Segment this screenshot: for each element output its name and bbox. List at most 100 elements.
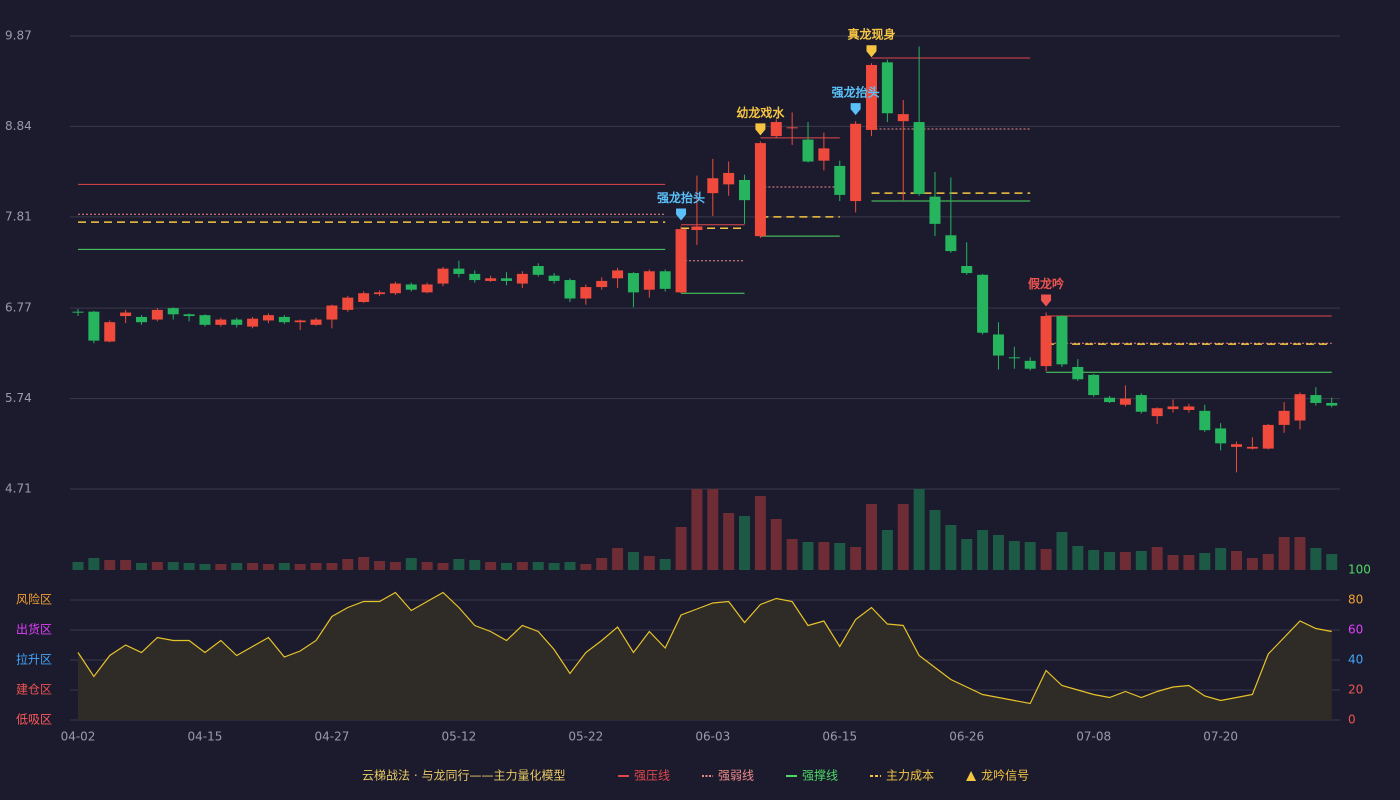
volume-bar xyxy=(754,496,766,570)
candle-body xyxy=(437,268,449,284)
candle-body xyxy=(580,287,592,299)
candle-body xyxy=(310,319,322,325)
volume-bar xyxy=(1008,541,1020,570)
candle-body xyxy=(1008,357,1020,359)
candle-body xyxy=(215,319,227,325)
volume-bar xyxy=(691,489,703,570)
volume-bar xyxy=(532,562,544,570)
volume-bar xyxy=(421,562,433,570)
volume-bar xyxy=(342,559,354,570)
candle-body xyxy=(596,280,608,288)
candle-body xyxy=(659,271,671,289)
volume-bar xyxy=(818,542,830,570)
candle-body xyxy=(374,292,386,295)
candle-body xyxy=(453,268,465,274)
signal-label: 幼龙戏水 xyxy=(736,105,785,120)
legend-swatch xyxy=(966,771,977,781)
volume-bar xyxy=(135,563,147,570)
signal-label: 强龙抬头 xyxy=(657,190,705,205)
candle-body xyxy=(850,123,862,202)
volume-bar xyxy=(913,489,925,570)
volume-bar xyxy=(1135,551,1147,570)
candle-body xyxy=(532,266,544,275)
volume-bar xyxy=(516,562,528,570)
volume-bar xyxy=(723,513,735,570)
y-tick-label: 7.81 xyxy=(5,209,32,223)
candle-body xyxy=(802,139,814,162)
candle-body xyxy=(278,316,290,323)
osc-area xyxy=(78,592,1332,720)
signal-arrow xyxy=(866,45,877,58)
volume-bar xyxy=(183,563,195,570)
candle-body xyxy=(881,62,893,114)
candle-body xyxy=(1151,408,1163,417)
candle-body xyxy=(723,172,735,185)
legend-title: 云梯战法 · 与龙同行——主力量化模型 xyxy=(362,769,565,783)
candle-body xyxy=(1278,410,1290,425)
volume-bar xyxy=(231,563,243,570)
volume-bar xyxy=(977,530,989,570)
candle-body xyxy=(469,273,481,281)
volume-bar xyxy=(405,558,417,570)
zone-label: 出货区 xyxy=(16,622,52,637)
candle-body xyxy=(834,165,846,195)
candle-body xyxy=(961,266,973,274)
volume-bar xyxy=(675,527,687,570)
candle-body xyxy=(564,280,576,299)
candle-body xyxy=(754,143,766,237)
osc-tick-label: 100 xyxy=(1348,563,1371,577)
volume-bar xyxy=(945,525,957,570)
volume-bar xyxy=(961,539,973,570)
candle-body xyxy=(897,114,909,122)
candle-body xyxy=(1199,410,1211,431)
candle-body xyxy=(500,278,512,281)
volume-bar xyxy=(104,560,116,570)
candle-body xyxy=(786,127,798,129)
volume-bar xyxy=(1072,546,1084,570)
volume-bar xyxy=(199,564,211,570)
x-tick-label: 04-15 xyxy=(188,730,223,744)
volume-bar xyxy=(278,563,290,570)
volume-bar xyxy=(1278,537,1290,570)
volume-bar xyxy=(850,547,862,570)
candle-body xyxy=(1294,394,1306,421)
volume-bar xyxy=(643,556,655,570)
osc-tick-label: 0 xyxy=(1348,713,1356,727)
legend-label: 龙吟信号 xyxy=(981,768,1029,783)
candle-body xyxy=(1040,316,1052,367)
candle-body xyxy=(977,274,989,333)
volume-bar xyxy=(929,510,941,570)
volume-bar xyxy=(1246,558,1258,570)
volume-bar xyxy=(834,543,846,570)
volume-bar xyxy=(437,563,449,570)
candle-body xyxy=(612,270,624,279)
candle-body xyxy=(405,284,417,290)
volume-bar xyxy=(120,560,132,570)
x-tick-label: 05-22 xyxy=(568,730,603,744)
volume-bar xyxy=(294,564,306,570)
volume-bar xyxy=(1151,547,1163,570)
candle-body xyxy=(167,308,179,315)
x-tick-label: 06-26 xyxy=(949,730,984,744)
legend-label: 强压线 xyxy=(634,769,670,783)
candle-body xyxy=(945,235,957,252)
zone-label: 低吸区 xyxy=(16,713,52,727)
candle-body xyxy=(1088,374,1100,396)
candle-body xyxy=(643,271,655,290)
signal-arrow xyxy=(850,103,861,116)
volume-bar xyxy=(739,516,751,570)
x-tick-label: 06-03 xyxy=(695,730,730,744)
volume-bar xyxy=(358,557,370,570)
volume-bar xyxy=(167,562,179,570)
candle-body xyxy=(1024,360,1036,369)
candle-body xyxy=(1326,402,1338,406)
zone-label: 风险区 xyxy=(16,592,52,607)
candle-body xyxy=(818,148,830,161)
volume-bar xyxy=(262,564,274,570)
volume-bar xyxy=(88,558,100,570)
candle-body xyxy=(247,318,259,327)
volume-bar xyxy=(627,552,639,570)
volume-bar xyxy=(786,539,798,570)
